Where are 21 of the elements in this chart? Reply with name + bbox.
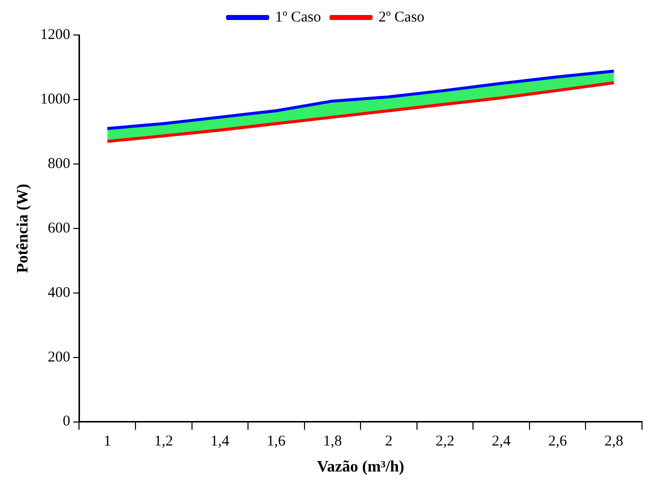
y-tick-label: 1200 (40, 26, 70, 43)
y-tick-label: 200 (48, 349, 70, 366)
x-tick-label: 1,8 (323, 434, 342, 450)
x-tick-label: 2,8 (604, 434, 624, 450)
y-axis-title: Potência (W) (14, 184, 32, 274)
x-tick-label: 2 (384, 434, 392, 450)
x-tick-label: 1 (104, 434, 112, 450)
y-tick-label: 400 (48, 284, 70, 301)
y-tick-label: 600 (48, 220, 70, 236)
x-tick-label: 1,6 (266, 434, 286, 450)
y-tick-label: 1000 (40, 91, 70, 108)
y-tick-label: 0 (62, 414, 70, 430)
y-tick-label: 800 (48, 156, 70, 172)
x-tick-label: 2,2 (436, 434, 454, 450)
x-tick-label: 2,4 (492, 434, 512, 450)
x-tick-label: 1,4 (210, 434, 230, 450)
legend-label: 1º Caso (275, 9, 322, 26)
x-tick-label: 1,2 (154, 434, 173, 450)
legend-label: 2º Caso (378, 9, 424, 26)
x-tick-label: 2,6 (548, 434, 568, 450)
x-axis-title: Vazão (m³/h) (316, 458, 404, 476)
